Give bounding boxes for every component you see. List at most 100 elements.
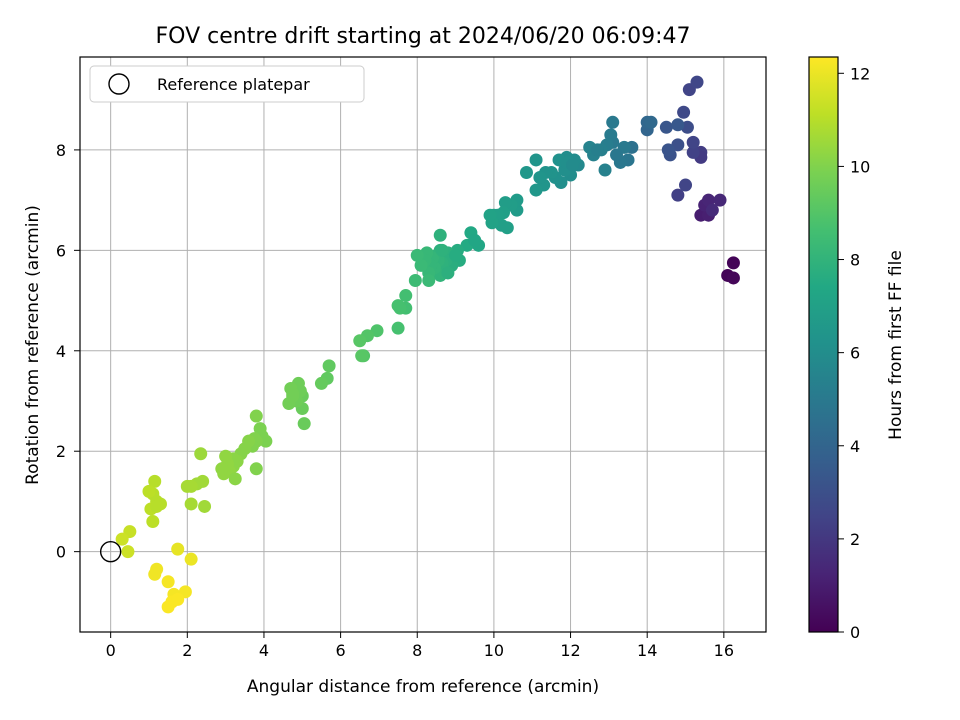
scatter-point [726,256,740,270]
scatter-point [644,115,658,129]
scatter-point [565,158,579,172]
scatter-point [433,228,447,242]
scatter-point [194,447,208,461]
scatter-point [598,163,612,177]
scatter-point [286,386,300,400]
plot-background [80,57,766,632]
scatter-point [483,208,497,222]
scatter-point [370,324,384,338]
scatter-point [713,193,727,207]
scatter-point [355,349,369,363]
scatter-point [297,417,311,431]
x-tick-label: 16 [714,641,734,660]
colorbar-tick-label: 2 [850,530,860,549]
scatter-point [422,273,436,287]
scatter-point [146,515,160,529]
colorbar-ticks: 0 2 4 6 8 10 12 [838,64,870,642]
scatter-point [184,497,198,511]
scatter-point [441,266,455,280]
scatter-point [142,484,156,498]
scatter-point [408,273,422,287]
scatter-point [500,221,514,235]
scatter-point [184,552,198,566]
scatter-point [610,148,624,162]
x-axis-label: Angular distance from reference (arcmin) [247,677,599,697]
scatter-point [314,376,328,390]
scatter-point [686,135,700,149]
scatter-point [449,248,463,262]
scatter-point [322,359,336,373]
plot-area: 0 2 4 6 8 10 12 14 16 0 2 4 6 8 [56,56,767,660]
scatter-point [150,499,164,513]
scatter-point [519,166,533,180]
colorbar-tick-label: 4 [850,437,860,456]
scatter-point [249,409,263,423]
colorbar-label: Hours from first FF file [886,250,906,440]
scatter-point [282,397,296,411]
scatter-point [677,105,691,119]
scatter-point [533,171,547,185]
gridlines [80,57,766,632]
scatter-point [198,499,212,513]
scatter-point [391,299,405,313]
scatter-point [161,575,175,589]
scatter-point [121,545,135,559]
x-tick-label: 4 [259,641,269,660]
scatter-points [115,75,740,614]
scatter-point [702,193,716,207]
scatter-point [705,203,719,217]
scatter-point [148,474,162,488]
x-tick-label: 8 [412,641,422,660]
colorbar-gradient [809,57,838,632]
scatter-point [435,243,449,257]
scatter-point [391,321,405,335]
scatter-point [228,472,242,486]
y-axis-label: Rotation from reference (arcmin) [23,205,43,485]
x-tick-label: 6 [336,641,346,660]
legend-marker-open-circle [108,73,130,95]
scatter-point [161,600,175,614]
scatter-point [399,289,413,303]
scatter-point [671,138,685,152]
chart-title: FOV centre drift starting at 2024/06/20 … [156,24,691,49]
scatter-point [249,462,263,476]
scatter-point [468,233,482,247]
scatter-point [410,248,424,262]
scatter-point [679,178,693,192]
scatter-point [690,75,704,89]
colorbar: 0 2 4 6 8 10 12 Hours from first FF file [808,56,906,642]
reference-platepar-marker [99,540,122,563]
scatter-point [219,449,233,463]
scatter-point [529,153,543,167]
colorbar-tick-label: 10 [850,157,870,176]
colorbar-frame [808,56,839,633]
scatter-point [726,271,740,285]
scatter-point [253,422,267,436]
y-tick-label: 2 [56,442,66,461]
colorbar-tick-label: 12 [850,64,870,83]
scatter-point [590,143,604,157]
scatter-point [606,115,620,129]
scatter-point [215,462,229,476]
scatter-point [659,120,673,134]
x-tick-label: 2 [182,641,192,660]
x-tick-label: 12 [560,641,580,660]
y-tick-label: 6 [56,241,66,260]
legend-label: Reference platepar [157,75,310,94]
x-tick-label: 14 [637,641,657,660]
scatter-point [671,118,685,132]
y-tick-label: 4 [56,342,66,361]
scatter-point [661,143,675,157]
y-axis-ticks: 0 2 4 6 8 [56,141,80,562]
scatter-point [353,334,367,348]
colorbar-tick-label: 6 [850,344,860,363]
scatter-point [184,479,198,493]
y-tick-label: 0 [56,543,66,562]
scatter-point [171,542,185,556]
scatter-point [414,258,428,272]
scatter-point [686,145,700,159]
x-axis-ticks: 0 2 4 6 8 10 12 14 16 [106,632,734,660]
scatter-point [148,567,162,581]
scatter-point [498,196,512,210]
